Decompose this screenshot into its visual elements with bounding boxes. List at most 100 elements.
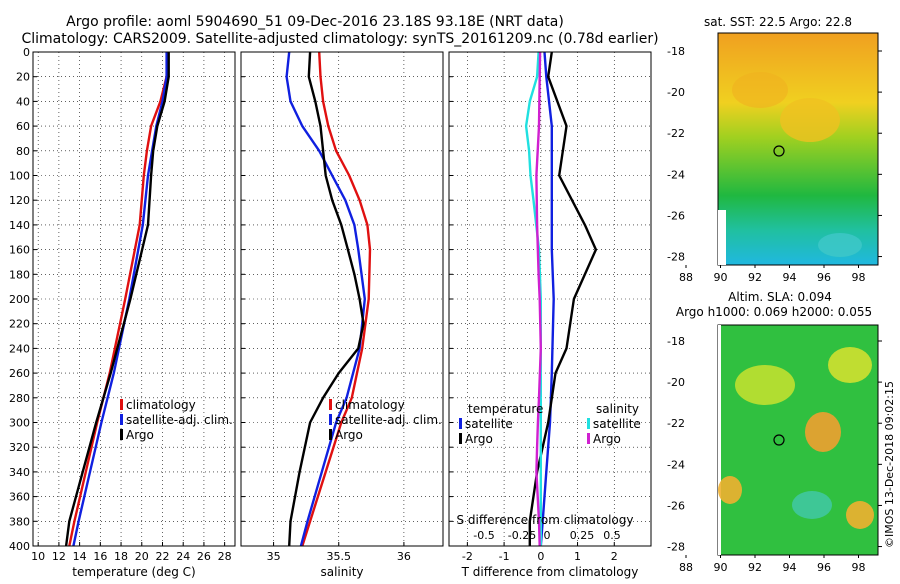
temp-xtick-label: 20 — [135, 550, 149, 563]
sal-legend-label: satellite-adj. clim. — [335, 413, 442, 427]
sla-map — [717, 324, 879, 556]
depth-tick-label: 180 — [9, 268, 30, 281]
sst-map-axes: -18 -20 -22 -24 -26 -28 88 90 92 94 96 98 — [667, 45, 882, 284]
depth-tick-label: 380 — [9, 515, 30, 528]
depth-tick-label: 60 — [16, 120, 30, 133]
difference-panel: -2 -1 0 1 2 T difference from climatology S di… — [448, 51, 652, 579]
diff-legend-swatch — [587, 418, 590, 429]
temp-xtick-label: 22 — [155, 550, 169, 563]
diff-legend-swatch — [459, 433, 462, 444]
temp-legend-swatch — [120, 429, 123, 440]
diff-series-salinity-satellite — [524, 51, 542, 546]
s-diff-tick-label: 0.5 — [603, 529, 621, 542]
temp-frame — [32, 51, 236, 547]
sla-lat-label: -22 — [667, 417, 685, 430]
diff-xtick-label: -1 — [499, 550, 510, 563]
sal-legend-label: climatology — [335, 398, 405, 412]
sst-lon-label: 88 — [679, 271, 693, 284]
temp-series-satellite-adj-clim- — [72, 52, 168, 547]
diff-xlabel: T difference from climatology — [461, 565, 639, 579]
sal-xtick-label: 35 — [267, 550, 281, 563]
sla-lat-label: -24 — [667, 458, 685, 471]
depth-tick-label: 220 — [9, 318, 30, 331]
temp-series-argo — [64, 52, 170, 547]
temp-xtick-label: 14 — [73, 550, 87, 563]
sal-frame — [240, 51, 444, 547]
depth-tick-label: 200 — [9, 293, 30, 306]
depth-tick-label: 320 — [9, 441, 30, 454]
sst-lat-label: -24 — [667, 168, 685, 181]
sst-map-field — [717, 32, 879, 266]
header-line-2: Climatology: CARS2009. Satellite-adjuste… — [21, 31, 658, 47]
sst-warm-patch — [780, 98, 840, 142]
sst-argo-location-marker — [773, 145, 785, 157]
imos-watermark: ©IMOS 13-Dec-2018 09:02:15 — [883, 381, 896, 548]
temp-legend-label: climatology — [126, 398, 196, 412]
s-diff-tick-label: -0.5 — [473, 529, 494, 542]
diff-legend-temperature-title: temperature — [468, 402, 543, 416]
depth-tick-label: 0 — [23, 46, 30, 59]
diff-legend-salinity-title: salinity — [596, 402, 639, 416]
sal-legend-swatch — [329, 429, 332, 440]
sst-lon-label: 96 — [817, 271, 831, 284]
diff-frame — [448, 51, 652, 547]
s-diff-tick-label: 0 — [544, 529, 551, 542]
diff-legend-label: satellite — [465, 417, 513, 431]
sla-argo-location-marker — [773, 434, 785, 446]
temperature-panel: 0 20 40 60 80 100 120 140 160 180 200 220 240 260 280 3… — [9, 46, 236, 579]
sst-lat-label: -22 — [667, 127, 685, 140]
depth-tick-label: 340 — [9, 466, 30, 479]
sla-high-patch-5 — [846, 501, 874, 529]
depth-tick-label: 80 — [16, 145, 30, 158]
sal-xtick-label: 35.5 — [326, 550, 351, 563]
sla-high-patch-4 — [718, 476, 742, 504]
sla-lat-label: -20 — [667, 376, 685, 389]
depth-tick-label: 140 — [9, 219, 30, 232]
temp-xtick-label: 24 — [176, 550, 190, 563]
depth-tick-label: 160 — [9, 244, 30, 257]
sal-xlabel: salinity — [320, 565, 363, 579]
temp-legend-label: satellite-adj. clim. — [126, 413, 233, 427]
diff-series-temperature-satellite — [539, 51, 555, 547]
temp-legend-swatch — [120, 414, 123, 425]
temp-xtick-label: 26 — [197, 550, 211, 563]
depth-tick-label: 280 — [9, 392, 30, 405]
sal-legend-swatch — [329, 414, 332, 425]
diff-legend-swatch — [587, 433, 590, 444]
sla-low-patch — [792, 491, 832, 519]
sla-high-patch-3 — [828, 347, 872, 383]
sst-lat-label: -18 — [667, 45, 685, 58]
depth-tick-label: 300 — [9, 417, 30, 430]
sst-lat-label: -26 — [667, 209, 685, 222]
sal-series-argo — [288, 51, 365, 547]
diff-series-salinity-argo — [535, 51, 542, 547]
depth-tick-label: 260 — [9, 367, 30, 380]
temp-xtick-label: 10 — [31, 550, 45, 563]
temp-legend-swatch — [120, 399, 123, 410]
sst-lon-label: 98 — [852, 271, 866, 284]
sst-lat-label: -28 — [667, 251, 685, 264]
depth-tick-label: 100 — [9, 170, 30, 183]
depth-tick-label: 360 — [9, 491, 30, 504]
sst-lon-label: 90 — [714, 271, 728, 284]
s-diff-tick-label: -0.25 — [508, 529, 536, 542]
sst-lon-label: 92 — [748, 271, 762, 284]
sst-warm-patch-2 — [732, 72, 788, 108]
diff-legend-label: Argo — [465, 432, 493, 446]
temp-xtick-label: 12 — [52, 550, 66, 563]
depth-tick-label: 120 — [9, 194, 30, 207]
diff-legend-label: Argo — [593, 432, 621, 446]
temp-series-climatology — [68, 51, 169, 547]
depth-tick-label: 240 — [9, 342, 30, 355]
sla-lon-label: 98 — [852, 561, 866, 574]
diff-legend-label: satellite — [593, 417, 641, 431]
sla-lon-label: 94 — [783, 561, 797, 574]
sst-map-title: sat. SST: 22.5 Argo: 22.8 — [704, 15, 852, 29]
sal-legend-swatch — [329, 399, 332, 410]
diff-legend-swatch — [459, 418, 462, 429]
sal-legend-label: Argo — [335, 428, 363, 442]
temp-xtick-label: 18 — [114, 550, 128, 563]
depth-tick-label: 40 — [16, 95, 30, 108]
sst-map — [717, 32, 879, 266]
